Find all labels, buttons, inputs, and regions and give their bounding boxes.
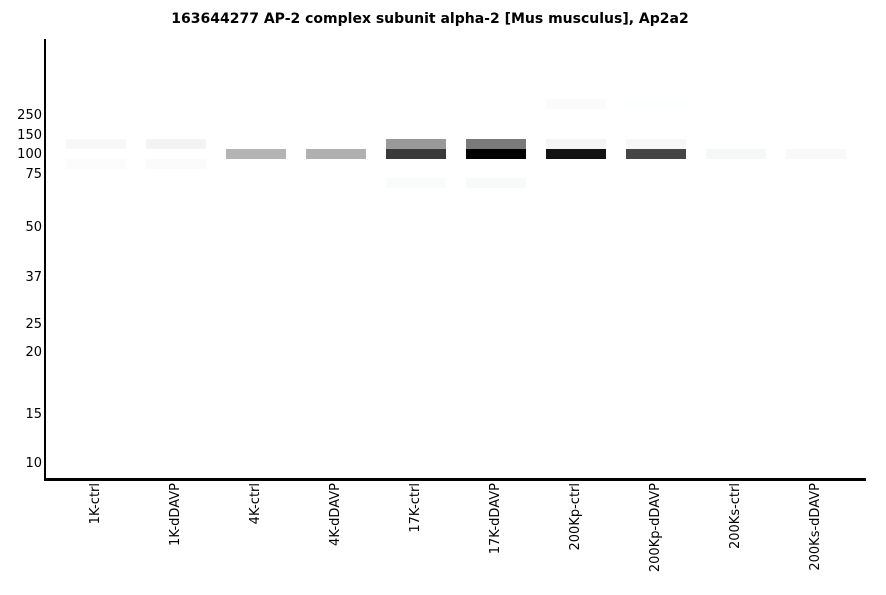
gel-band [546, 99, 606, 109]
y-tick-label: 25 [25, 317, 42, 332]
gel-band [626, 99, 686, 109]
y-axis-line [44, 39, 46, 481]
gel-band [386, 178, 446, 188]
x-tick-label: 200Ks-ctrl [728, 483, 743, 550]
gel-band [466, 178, 526, 188]
gel-band [626, 139, 686, 149]
y-tick-label: 250 [17, 108, 42, 123]
x-tick-label: 4K-dDAVP [328, 483, 343, 546]
gel-band [786, 149, 846, 159]
gel-band [546, 139, 606, 149]
x-tick-label: 1K-ctrl [88, 483, 103, 525]
y-tick-label: 50 [25, 220, 42, 235]
gel-band [66, 159, 126, 169]
gel-band [386, 139, 446, 149]
y-tick-label: 10 [25, 456, 42, 471]
gel-band [706, 149, 766, 159]
x-axis-line [44, 478, 866, 481]
gel-band [386, 149, 446, 159]
x-tick-label: 200Kp-ctrl [568, 483, 583, 551]
y-tick-label: 15 [25, 407, 42, 422]
x-tick-label: 17K-dDAVP [488, 483, 503, 555]
figure-title: 163644277 AP-2 complex subunit alpha-2 [… [171, 11, 689, 27]
y-tick-label: 75 [25, 167, 42, 182]
y-tick-label: 100 [17, 147, 42, 162]
gel-band [466, 139, 526, 149]
x-tick-label: 1K-dDAVP [168, 483, 183, 546]
gel-band [226, 149, 286, 159]
y-tick-label: 20 [25, 345, 42, 360]
x-tick-label: 200Kp-dDAVP [648, 483, 663, 573]
gel-band [146, 139, 206, 149]
gel-band [306, 149, 366, 159]
y-tick-label: 150 [17, 128, 42, 143]
gel-band [66, 139, 126, 149]
gel-band [146, 159, 206, 169]
gel-band [466, 149, 526, 159]
x-tick-label: 200Ks-dDAVP [808, 483, 823, 571]
x-tick-label: 4K-ctrl [248, 483, 263, 525]
y-tick-label: 37 [25, 270, 42, 285]
x-tick-label: 17K-ctrl [408, 483, 423, 533]
gel-band [626, 149, 686, 159]
gel-band [546, 149, 606, 159]
